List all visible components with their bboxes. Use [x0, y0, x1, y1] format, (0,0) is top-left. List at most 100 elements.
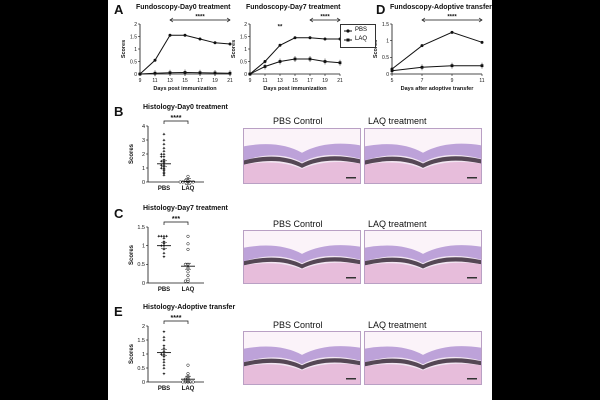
data-point-laq [450, 64, 454, 68]
y-tick-label: 0.5 [382, 55, 389, 61]
data-point-pbs: ✦ [162, 338, 166, 344]
x-tick-label: 19 [212, 78, 218, 84]
data-point-pbs [198, 37, 202, 41]
data-point-pbs: ✦ [162, 251, 166, 257]
legend-label-laq: LAQ [355, 36, 368, 42]
data-point-pbs: ✦ [159, 155, 163, 161]
data-point-pbs: ✦ [162, 149, 166, 155]
data-point-pbs: ✦ [159, 234, 163, 240]
data-point-pbs: ✦ [159, 159, 163, 165]
x-tick-label: 15 [182, 78, 188, 84]
x-tick-label: 13 [167, 78, 173, 84]
panel-label-d: D [376, 2, 386, 17]
data-point-pbs [263, 60, 267, 63]
data-point-laq [186, 270, 190, 274]
y-tick-label: 1.5 [240, 34, 247, 40]
data-point-pbs [293, 36, 297, 40]
data-point-pbs: ✦ [162, 343, 166, 349]
data-point-laq [213, 71, 217, 75]
panel-label-a: A [114, 2, 124, 17]
scale-bar [346, 378, 356, 380]
data-point-laq [191, 380, 195, 384]
significance-label: **** [195, 15, 205, 21]
x-tick-label: 7 [421, 78, 424, 84]
significance-arrow [169, 17, 174, 23]
y-tick-label: 2 [134, 22, 137, 28]
x-tick-label: 5 [391, 78, 394, 84]
y-tick-label: 0.5 [130, 59, 137, 65]
x-tick-label: 11 [262, 78, 267, 84]
x-tick-label: 13 [277, 78, 283, 84]
chart-title-d: Fundoscopy-Adoptive transfer [390, 4, 492, 11]
panel-label-b: B [114, 104, 124, 119]
significance-arrow [309, 17, 314, 23]
y-tick-label: 1.5 [137, 338, 145, 344]
data-point-pbs: ✦ [162, 171, 166, 177]
significance-label: **** [171, 315, 182, 322]
photo-title-b-right: LAQ treatment [368, 116, 427, 126]
x-tick-label: 11 [152, 78, 157, 84]
pigment-layer [365, 257, 481, 269]
significance-arrow [421, 17, 426, 23]
figure-panel: A B C D E Fundoscopy-Day0 treatment Fund… [108, 0, 492, 400]
scale-bar [467, 378, 477, 380]
data-point-laq [263, 65, 267, 68]
data-point-pbs: ✦ [162, 236, 166, 242]
y-tick-label: 1.5 [130, 34, 137, 40]
histology-image-laq-c [364, 230, 482, 284]
y-tick-label: 1 [142, 166, 145, 172]
series-line-pbs [139, 34, 231, 75]
x-tick-label: 17 [307, 78, 313, 84]
pigment-layer [365, 156, 481, 168]
sclera-layer [244, 363, 360, 384]
data-point-pbs: ✦ [162, 132, 166, 138]
data-point-laq [278, 60, 282, 63]
y-tick-label: 0 [134, 72, 137, 78]
sclera-layer [365, 262, 481, 283]
sclera-layer [244, 262, 360, 283]
y-axis-label: Scores [129, 143, 135, 164]
photo-title-c-left: PBS Control [273, 219, 323, 229]
sclera-layer [244, 161, 360, 183]
data-point-pbs [183, 33, 187, 37]
data-point-pbs [153, 58, 157, 62]
vitreous-area [244, 332, 360, 355]
data-point-pbs: ✦ [162, 166, 166, 172]
y-tick-label: 1 [142, 243, 145, 249]
data-point-laq [420, 65, 424, 69]
series-line-laq [391, 65, 482, 72]
x-axis-label: Days post immunization [263, 86, 327, 92]
data-point-pbs: ✦ [162, 366, 166, 372]
photo-title-b-left: PBS Control [273, 116, 323, 126]
y-axis-label: Scores [129, 343, 135, 364]
significance-bracket [163, 320, 189, 324]
line-chart-d: 0 0.5 1 1.5 5 7 9 11 Days after adoptive transfe… [373, 15, 485, 93]
line-chart-a1: 0 0.5 1 1.5 2 9 11 13 15 17 19 21 Days post immuniza… [121, 15, 233, 93]
data-point-pbs [420, 44, 424, 48]
y-tick-label: 0 [142, 180, 145, 186]
data-point-pbs: ✦ [162, 234, 166, 240]
scale-bar [467, 277, 477, 279]
legend: PBS LAQ [340, 24, 376, 48]
data-point-laq [186, 247, 190, 251]
y-tick-label: 2 [244, 22, 247, 28]
data-point-pbs: ✦ [162, 357, 166, 363]
data-point-laq [198, 71, 202, 75]
chart-title-c: Histology-Day7 treatment [143, 205, 228, 212]
data-point-laq [293, 57, 297, 61]
scale-bar [467, 177, 477, 179]
x-axis-label: Days post immunization [153, 86, 217, 92]
data-point-pbs [213, 41, 217, 45]
y-tick-label: 1.5 [137, 225, 145, 231]
scale-bar [346, 277, 356, 279]
data-point-laq [168, 71, 172, 75]
data-point-laq [390, 69, 394, 73]
data-point-pbs: ✦ [162, 173, 166, 179]
data-point-pbs: ✦ [159, 166, 163, 172]
photo-title-e-left: PBS Control [273, 320, 323, 330]
data-point-pbs: ✦ [162, 355, 166, 361]
y-tick-label: 0 [142, 281, 145, 287]
